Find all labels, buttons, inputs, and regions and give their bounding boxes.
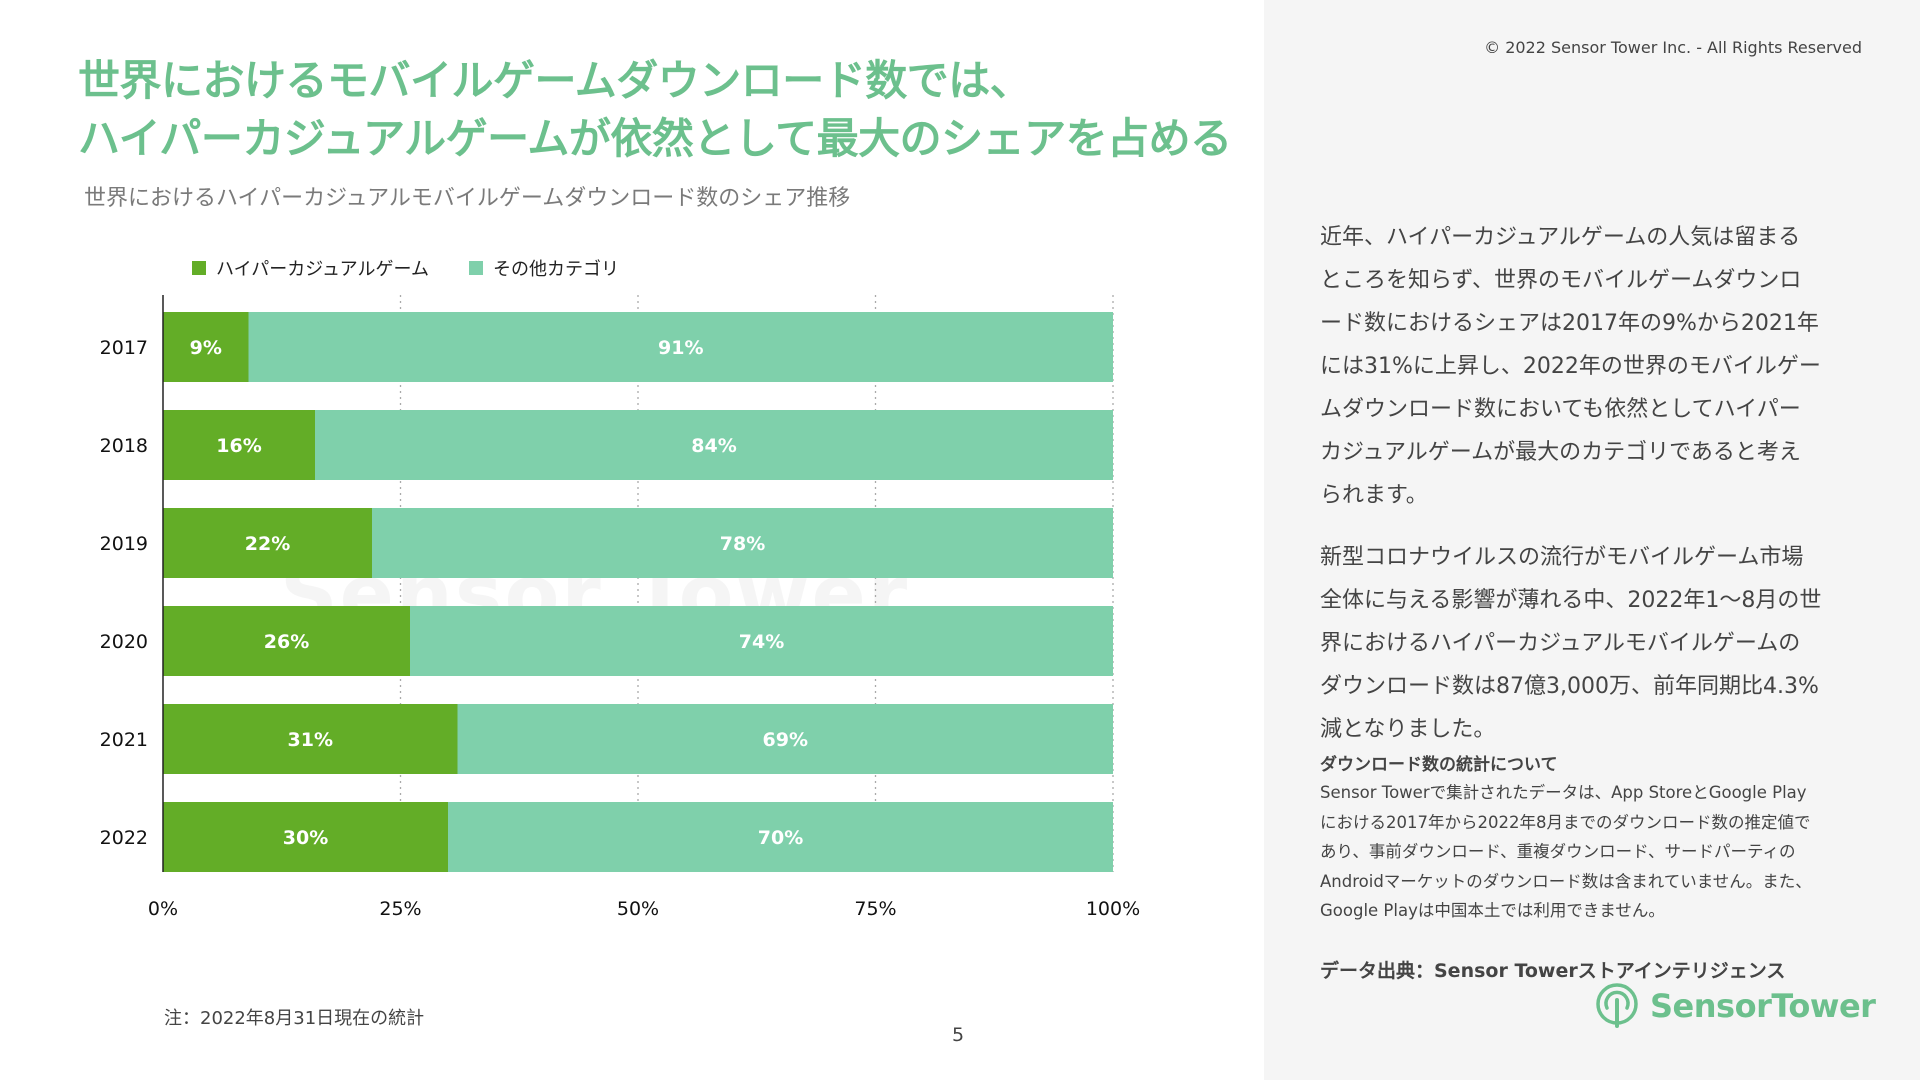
description-paragraph-2: 新型コロナウイルスの流行がモバイルゲーム市場全体に与える影響が薄れる中、2022… (1320, 545, 1822, 742)
x-tick-label-0: 0% (148, 898, 178, 920)
data-label-2020-other: 74% (739, 631, 784, 653)
bar-2021-hypercasual (163, 704, 458, 774)
data-label-2017-other: 91% (658, 337, 703, 359)
sensor-tower-logo-icon (1596, 983, 1638, 1028)
y-tick-label-2017: 2017 (100, 337, 148, 359)
methodology-body: Sensor Towerで集計されたデータは、App StoreとGoogle … (1320, 783, 1812, 920)
data-label-2021-other: 69% (763, 729, 808, 751)
y-tick-label-2019: 2019 (100, 533, 148, 555)
legend-item-hypercasual: ハイパーカジュアルゲーム (192, 255, 429, 281)
methodology-title: ダウンロード数の統計について (1320, 755, 1558, 775)
chart-subtitle: 世界におけるハイパーカジュアルモバイルゲームダウンロード数のシェア推移 (84, 186, 851, 211)
logo-text: SensorTower (1650, 987, 1876, 1025)
legend-label-hypercasual: ハイパーカジュアルゲーム (216, 259, 429, 280)
legend-item-other: その他カテゴリ (468, 255, 619, 281)
y-tick-label-2018: 2018 (100, 435, 148, 457)
bar-2020-other (410, 606, 1113, 676)
page-title: 世界におけるモバイルゲームダウンロード数では、 ハイパーカジュアルゲームが依然と… (78, 52, 1248, 168)
bar-2017-other (248, 312, 1113, 382)
data-label-2018-hypercasual: 16% (216, 435, 261, 457)
data-label-2022-hypercasual: 30% (283, 827, 328, 849)
bar-2020-hypercasual (163, 606, 410, 676)
data-label-2019-other: 78% (720, 533, 765, 555)
y-tick-label-2021: 2021 (100, 729, 148, 751)
stacked-bar-chart: 9% 91% 2017 16% 84% 2018 22% 78% 2019 26% 74% 2020 3… (100, 295, 1140, 920)
bar-2017-hypercasual (163, 312, 249, 382)
bar-2018-hypercasual (163, 410, 315, 480)
data-label-2018-other: 84% (691, 435, 736, 457)
page-title-line-1: 世界におけるモバイルゲームダウンロード数では、 (78, 56, 1032, 105)
data-label-2022-other: 70% (758, 827, 803, 849)
chart-legend: ハイパーカジュアルゲーム その他カテゴリ (192, 255, 619, 281)
y-tick-label-2022: 2022 (100, 827, 148, 849)
page-number: 5 (952, 1024, 965, 1046)
x-tick-label-25: 25% (379, 898, 421, 920)
description-paragraph-1: 近年、ハイパーカジュアルゲームの人気は留まるところを知らず、世界のモバイルゲーム… (1320, 225, 1821, 508)
data-label-2021-hypercasual: 31% (288, 729, 333, 751)
y-tick-label-2020: 2020 (100, 631, 148, 653)
bar-2022-hypercasual (163, 802, 448, 872)
legend-label-other: その他カテゴリ (492, 259, 619, 280)
bar-2018-other (315, 410, 1113, 480)
page-title-line-2: ハイパーカジュアルゲームが依然として最大のシェアを占める (78, 114, 1232, 163)
copyright: © 2022 Sensor Tower Inc. - All Rights Re… (1484, 38, 1862, 57)
bar-2019-hypercasual (163, 508, 372, 578)
data-label-2017-hypercasual: 9% (190, 337, 222, 359)
legend-swatch-other (468, 261, 483, 275)
chart-note: 注：2022年8月31日現在の統計 (164, 1008, 425, 1029)
data-source: データ出典：Sensor Towerストアインテリジェンス (1320, 960, 1786, 982)
legend-swatch-hypercasual (192, 261, 206, 275)
right-panel (1264, 0, 1920, 1080)
bar-2021-other (457, 704, 1113, 774)
x-tick-label-75: 75% (854, 898, 896, 920)
x-tick-label-50: 50% (617, 898, 659, 920)
sensor-tower-logo: SensorTower (1594, 982, 1876, 1030)
x-tick-label-100: 100% (1086, 898, 1140, 920)
data-label-2020-hypercasual: 26% (264, 631, 309, 653)
bar-2019-other (372, 508, 1113, 578)
data-label-2019-hypercasual: 22% (245, 533, 290, 555)
bar-2022-other (448, 802, 1113, 872)
